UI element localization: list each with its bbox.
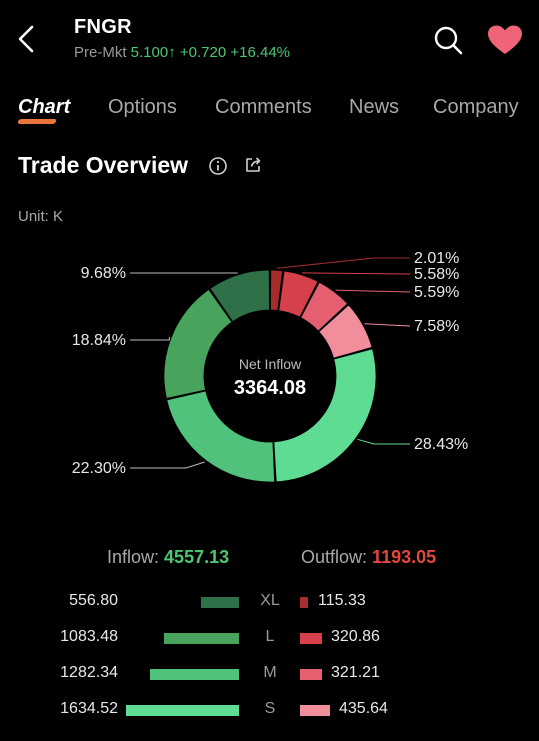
- donut-segment: [270, 269, 283, 311]
- share-icon[interactable]: [243, 155, 263, 175]
- inflow-xl-value: 556.80: [69, 592, 118, 609]
- outflow-total: Outflow: 1193.05: [301, 547, 436, 568]
- outflow-l-bar: [300, 633, 322, 644]
- premarket-quote: Pre-Mkt 5.100↑ +0.720 +16.44%: [74, 44, 290, 61]
- premarket-label: Pre-Mkt: [74, 44, 127, 61]
- donut-segment-label: 7.58%: [414, 318, 459, 335]
- heart-icon[interactable]: [486, 24, 524, 56]
- tab-company[interactable]: Company: [433, 96, 519, 118]
- donut-leader-lines: 2.01%5.58%5.59% 7.58% 28.43% 22.30% 18.84% 9.…: [72, 250, 469, 477]
- donut-leader-line: [357, 438, 410, 445]
- donut-segment: [300, 281, 349, 332]
- inflow-l-value: 1083.48: [60, 628, 118, 645]
- inflow-xl-bar: [200, 597, 239, 608]
- tab-chart[interactable]: Chart: [18, 96, 71, 118]
- donut-segment-label: 18.84%: [72, 332, 126, 349]
- size-m-label: M: [263, 664, 277, 681]
- inflow-m-bar: [150, 669, 239, 680]
- donut-leader-line: [130, 336, 170, 341]
- tab-news[interactable]: News: [349, 96, 400, 118]
- back-arrow-icon[interactable]: [14, 22, 40, 56]
- size-s-label: S: [264, 700, 276, 717]
- outflow-l-value: 320.86: [331, 628, 380, 645]
- donut-segment-label: 5.58%: [414, 266, 459, 283]
- inflow-label: Inflow:: [107, 547, 160, 567]
- inflow-l-bar: [164, 633, 239, 644]
- outflow-value: 1193.05: [372, 547, 437, 567]
- donut-leader-line: [364, 323, 411, 327]
- outflow-xl-bar: [300, 597, 308, 608]
- tab-bar: Chart Options Comments News Company: [0, 96, 539, 126]
- premarket-price: 5.100: [130, 44, 169, 61]
- tab-comments[interactable]: Comments: [215, 96, 312, 118]
- donut-segment: [273, 348, 377, 483]
- net-inflow-donut-chart: 2.01%5.58%5.59% 7.58% 28.43% 22.30% 18.84% 9.…: [72, 250, 469, 483]
- premarket-change-pct: +16.44%: [230, 44, 290, 61]
- inflow-value: 4557.13: [164, 547, 230, 567]
- inflow-s-bar: [126, 705, 239, 716]
- donut-leader-line: [130, 461, 205, 469]
- donut-segment-label: 2.01%: [414, 250, 459, 267]
- donut-segments: [163, 269, 377, 483]
- donut-leader-line: [335, 289, 411, 293]
- donut-center-label: Net Inflow: [239, 356, 302, 372]
- donut-segment-label: 5.59%: [414, 284, 459, 301]
- ticker-symbol: FNGR: [74, 16, 132, 38]
- outflow-m-bar: [300, 669, 322, 680]
- outflow-s-bar: [300, 705, 330, 716]
- search-icon[interactable]: [432, 24, 464, 56]
- donut-segment-label: 9.68%: [81, 265, 126, 282]
- donut-segment-label: 22.30%: [72, 460, 126, 477]
- donut-leader-line: [302, 272, 411, 275]
- donut-leader-line: [276, 257, 410, 269]
- size-xl-label: XL: [260, 592, 280, 609]
- inflow-total: Inflow: 4557.13: [107, 547, 229, 568]
- up-arrow-icon: ↑: [168, 44, 176, 61]
- donut-center-value: 3364.08: [234, 377, 306, 399]
- outflow-xl-value: 115.33: [318, 592, 366, 609]
- info-icon[interactable]: [208, 156, 228, 176]
- donut-segment: [166, 390, 276, 483]
- section-title: Trade Overview: [18, 152, 189, 178]
- donut-segment: [209, 269, 270, 323]
- size-l-label: L: [265, 628, 275, 645]
- outflow-label: Outflow:: [301, 547, 368, 567]
- donut-segment: [163, 288, 233, 399]
- donut-segment-label: 28.43%: [414, 436, 468, 453]
- inflow-m-value: 1282.34: [60, 664, 118, 681]
- inflow-s-value: 1634.52: [60, 700, 118, 717]
- donut-segment: [278, 270, 319, 318]
- donut-segment: [318, 304, 373, 359]
- outflow-s-value: 435.64: [339, 700, 388, 717]
- premarket-change: +0.720: [179, 44, 227, 61]
- outflow-m-value: 321.21: [331, 664, 380, 681]
- tab-options[interactable]: Options: [108, 96, 177, 118]
- unit-label: Unit: K: [18, 208, 64, 225]
